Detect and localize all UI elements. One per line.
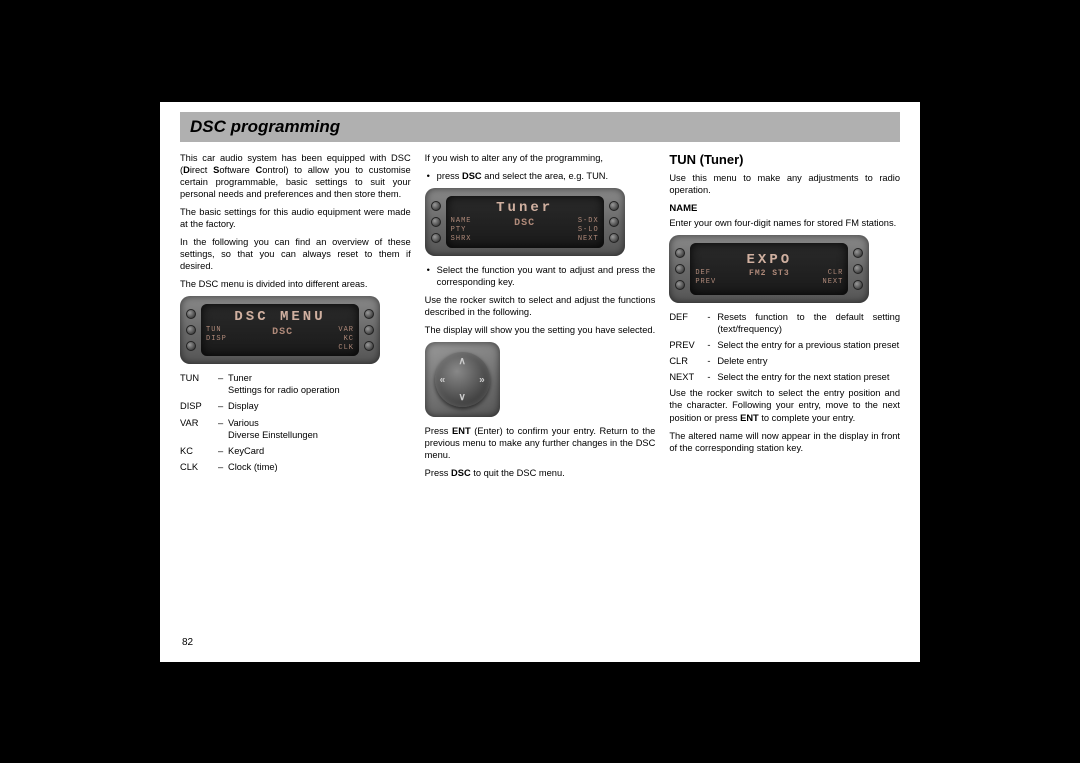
chevron-right-icon: » [479,373,485,386]
column-2: If you wish to alter any of the programm… [425,152,656,486]
radio-display-dsc-menu: DSC MENU TUNDISP DSC VARKCCLK [180,296,380,364]
step-select-function: Select the function you want to adjust a… [427,264,656,288]
tun-intro: Use this menu to make any adjustments to… [669,172,900,196]
radio-display-expo: EXPO DEFPREV FM2 ST3 CLRNEXT [669,235,869,303]
step-list-2: Select the function you want to adjust a… [427,264,656,288]
step-press-dsc: press DSC and select the area, e.g. TUN. [427,170,656,182]
rocker-paragraph: Use the rocker switch to select and adju… [425,294,656,318]
overview-paragraph: In the following you can find an overvie… [180,236,411,272]
rocker-switch-image: ∧ ∨ « » [425,342,500,417]
tun-heading: TUN (Tuner) [669,152,900,169]
rocker-entry-paragraph: Use the rocker switch to select the entr… [669,387,900,423]
quit-paragraph: Press DSC to quit the DSC menu. [425,467,656,479]
step-list-1: press DSC and select the area, e.g. TUN. [427,170,656,182]
areas-paragraph: The DSC menu is divided into different a… [180,278,411,290]
chevron-down-icon: ∨ [459,391,466,404]
column-3: TUN (Tuner) Use this menu to make any ad… [669,152,900,486]
definition-list: DEF-Resets function to the default setti… [669,311,900,383]
ent-paragraph: Press ENT (Enter) to confirm your entry.… [425,425,656,461]
alter-intro: If you wish to alter any of the programm… [425,152,656,164]
chevron-up-icon: ∧ [459,355,466,368]
altered-name-paragraph: The altered name will now appear in the … [669,430,900,454]
display-paragraph: The display will show you the setting yo… [425,324,656,336]
column-1: This car audio system has been equipped … [180,152,411,486]
chevron-left-icon: « [440,373,446,386]
factory-paragraph: The basic settings for this audio equipm… [180,206,411,230]
intro-paragraph: This car audio system has been equipped … [180,152,411,200]
page-number: 82 [182,637,193,648]
manual-page: DSC programming This car audio system ha… [160,102,920,662]
name-heading: NAME [669,203,900,215]
page-title: DSC programming [190,117,890,137]
content-columns: This car audio system has been equipped … [180,152,900,486]
abbreviation-list: TUN–TunerSettings for radio operation DI… [180,372,411,473]
radio-display-tuner: Tuner NAMEPTYSHRX DSC S-DXS-LONEXT [425,188,625,256]
name-paragraph: Enter your own four-digit names for stor… [669,217,900,229]
title-bar: DSC programming [180,112,900,142]
